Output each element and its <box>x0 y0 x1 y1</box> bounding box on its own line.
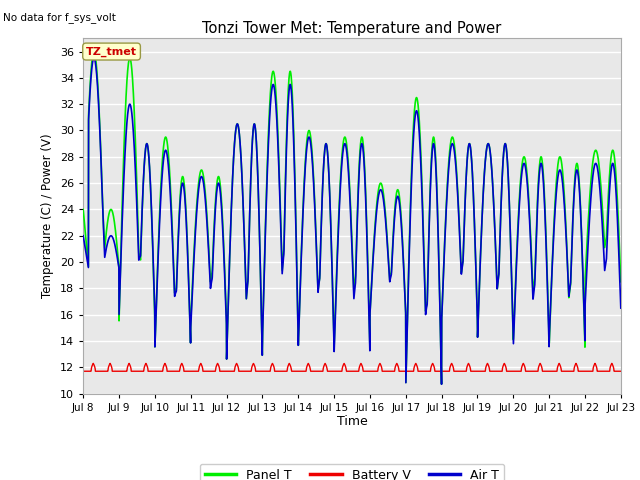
X-axis label: Time: Time <box>337 415 367 429</box>
Y-axis label: Temperature (C) / Power (V): Temperature (C) / Power (V) <box>42 134 54 298</box>
Legend: Panel T, Battery V, Air T: Panel T, Battery V, Air T <box>200 464 504 480</box>
Text: TZ_tmet: TZ_tmet <box>86 47 137 57</box>
Text: No data for f_sys_volt: No data for f_sys_volt <box>3 12 116 23</box>
Title: Tonzi Tower Met: Temperature and Power: Tonzi Tower Met: Temperature and Power <box>202 21 502 36</box>
